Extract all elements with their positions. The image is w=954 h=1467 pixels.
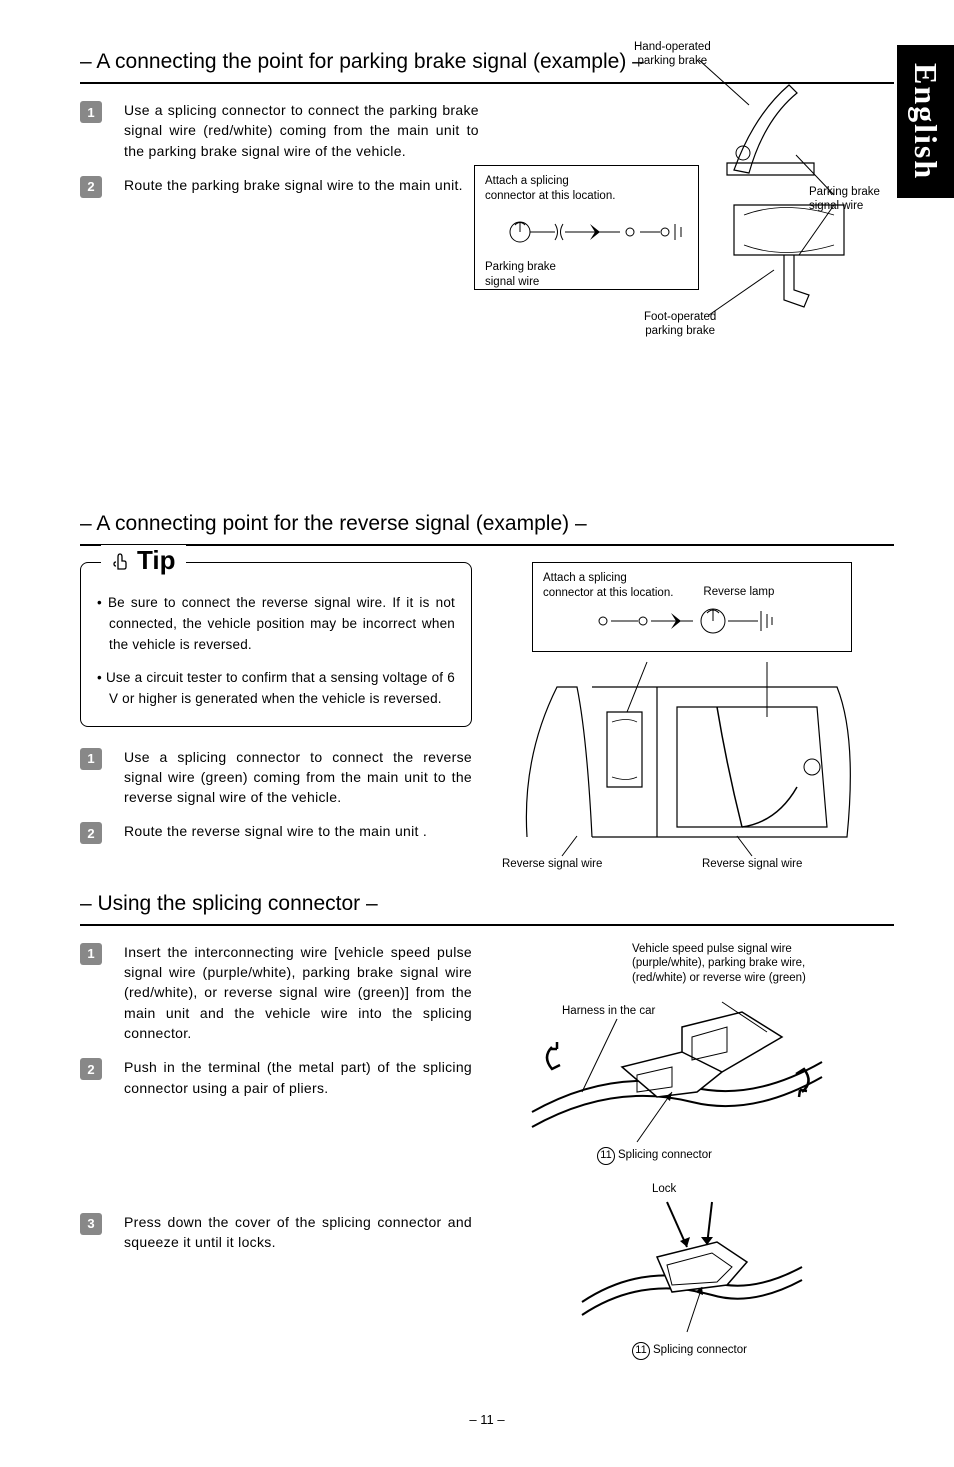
label-text: Splicing connector [653, 1344, 747, 1356]
step-number-badge: 2 [80, 822, 102, 844]
step-row: 2 Route the reverse signal wire to the m… [80, 821, 472, 844]
step-text: Use a splicing connector to connect the … [124, 747, 472, 808]
circled-number: 11 [597, 1147, 615, 1165]
step-number-badge: 1 [80, 101, 102, 123]
wire-schematic-icon [543, 601, 843, 641]
label-attach-splicing: Attach a splicing connector at this loca… [543, 571, 673, 601]
language-tab: English [897, 45, 954, 198]
label-pb-wire-b: Parking brake signal wire [485, 260, 688, 290]
foot-brake-icon [724, 195, 854, 315]
label-reverse-lamp: Reverse lamp [703, 571, 774, 601]
label-attach-splicing: Attach a splicing connector at this loca… [485, 174, 688, 204]
trunk-diagram-icon [517, 657, 867, 857]
section-splicing-connector: – Using the splicing connector – 1 Inser… [80, 892, 894, 1382]
step-row: 1 Use a splicing connector to connect th… [80, 747, 472, 808]
label-foot-operated: Foot-operated parking brake [644, 310, 716, 339]
step-text: Insert the interconnecting wire [vehicle… [124, 942, 472, 1043]
section-title: – Using the splicing connector – [80, 892, 894, 916]
page-number: – 11 – [80, 1412, 894, 1427]
diagram-lines [517, 834, 867, 864]
diagram-reverse: Attach a splicing connector at this loca… [502, 562, 894, 872]
step-row: 1 Insert the interconnecting wire [vehic… [80, 942, 472, 1043]
section-reverse-signal: – A connecting point for the reverse sig… [80, 512, 894, 872]
step-row: 2 Route the parking brake signal wire to… [80, 175, 479, 198]
step-number-badge: 1 [80, 943, 102, 965]
tip-item: Be sure to connect the reverse signal wi… [97, 593, 455, 656]
step-row: 1 Use a splicing connector to connect th… [80, 100, 479, 161]
section-title: – A connecting point for the reverse sig… [80, 512, 894, 536]
section-rule [80, 924, 894, 926]
step-number-badge: 3 [80, 1213, 102, 1235]
label-vsps: Vehicle speed pulse signal wire (purple/… [632, 942, 806, 985]
step-text: Route the parking brake signal wire to t… [124, 175, 463, 195]
hand-pointer-icon [111, 549, 131, 571]
step-text: Use a splicing connector to connect the … [124, 100, 479, 161]
label-lock: Lock [652, 1182, 676, 1196]
wire-schematic-icon [485, 212, 685, 252]
step-text: Route the reverse signal wire to the mai… [124, 821, 427, 841]
tip-box: Tip Be sure to connect the reverse signa… [80, 562, 472, 727]
step-number-badge: 1 [80, 748, 102, 770]
step-text: Push in the terminal (the metal part) of… [124, 1057, 472, 1098]
tip-label: Tip [101, 545, 186, 576]
label-text: Splicing connector [618, 1149, 712, 1161]
splicing-box: Attach a splicing connector at this loca… [474, 165, 699, 290]
section-rule [80, 544, 894, 546]
label-splicing-connector: 11Splicing connector [597, 1147, 712, 1165]
diagram-splicing-1: Vehicle speed pulse signal wire (purple/… [502, 942, 894, 1172]
diagram-splicing-2: Lock 11Splicing connector [502, 1182, 894, 1382]
section-parking-brake: – A connecting the point for parking bra… [80, 50, 894, 512]
tip-item: Use a circuit tester to confirm that a s… [97, 668, 455, 710]
step-number-badge: 2 [80, 1058, 102, 1080]
step-number-badge: 2 [80, 176, 102, 198]
step-text: Press down the cover of the splicing con… [124, 1212, 472, 1253]
splicing-box: Attach a splicing connector at this loca… [532, 562, 852, 652]
splicing-connector-open-icon [522, 997, 852, 1147]
diagram-parking-brake: Hand-operated parking brake Parking brak… [474, 40, 904, 350]
tip-word: Tip [137, 545, 176, 576]
splicing-connector-closed-icon [572, 1197, 822, 1347]
step-row: 2 Push in the terminal (the metal part) … [80, 1057, 472, 1098]
step-row: 3 Press down the cover of the splicing c… [80, 1212, 472, 1253]
